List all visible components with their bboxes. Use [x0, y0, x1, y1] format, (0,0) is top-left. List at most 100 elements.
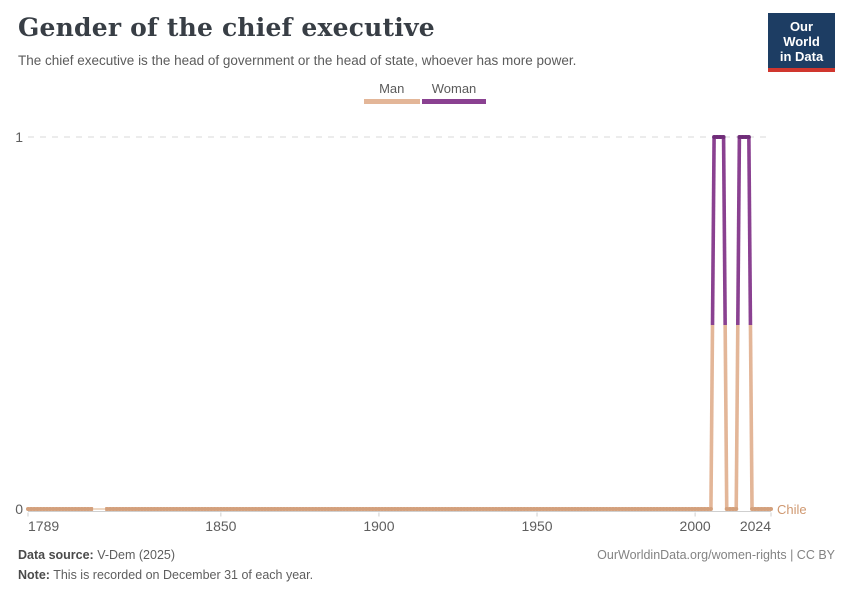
data-point-man [136, 507, 141, 511]
data-point-man [699, 507, 704, 511]
data-point-man [124, 507, 129, 511]
legend-color-bar [421, 99, 487, 104]
data-point-man [462, 507, 467, 511]
data-point-man [392, 507, 397, 511]
data-point-man [70, 507, 75, 511]
owid-logo[interactable]: Our World in Data [768, 13, 835, 72]
data-point-man [557, 507, 562, 511]
data-point-man [218, 507, 223, 511]
data-point-man [326, 507, 331, 511]
data-point-man [418, 507, 423, 511]
data-point-man [63, 507, 68, 511]
data-point-man [73, 507, 78, 511]
data-point-man [636, 507, 641, 511]
data-point-man [323, 507, 328, 511]
chart-legend: Man Woman [0, 81, 850, 104]
data-point-woman [743, 135, 748, 139]
data-point-man [563, 507, 568, 511]
data-point-man [595, 507, 600, 511]
data-point-man [478, 507, 483, 511]
data-point-man [234, 507, 239, 511]
data-point-man [604, 507, 609, 511]
data-point-man [389, 507, 394, 511]
data-point-man [370, 507, 375, 511]
data-point-man [149, 507, 154, 511]
data-point-man [329, 507, 334, 511]
data-point-man [572, 507, 577, 511]
data-point-man [655, 507, 660, 511]
data-point-man [354, 507, 359, 511]
legend-item-man[interactable]: Man [363, 81, 420, 104]
credit-link[interactable]: OurWorldinData.org/women-rights | CC BY [597, 548, 835, 562]
data-point-man [38, 507, 43, 511]
data-point-man [32, 507, 37, 511]
data-point-man [316, 507, 321, 511]
data-point-man [380, 507, 385, 511]
data-point-man [41, 507, 46, 511]
data-point-man [433, 507, 438, 511]
data-point-man [484, 507, 489, 511]
data-point-man [209, 507, 214, 511]
data-point-woman [715, 135, 720, 139]
data-point-man [579, 507, 584, 511]
data-point-man [620, 507, 625, 511]
page-subtitle: The chief executive is the head of gover… [18, 53, 577, 68]
data-point-man [446, 507, 451, 511]
data-point-man [610, 507, 615, 511]
data-point-man [683, 507, 688, 511]
data-point-man [424, 507, 429, 511]
data-point-man [120, 507, 125, 511]
data-point-man [437, 507, 442, 511]
data-point-man [582, 507, 587, 511]
data-point-man [601, 507, 606, 511]
data-point-man [731, 507, 736, 511]
legend-label: Man [379, 81, 405, 96]
data-point-man [759, 507, 764, 511]
data-point-man [278, 507, 283, 511]
data-point-man [76, 507, 81, 511]
data-point-man [702, 507, 707, 511]
data-point-man [541, 507, 546, 511]
data-point-man [674, 507, 679, 511]
data-point-man [585, 507, 590, 511]
data-point-man [670, 507, 675, 511]
data-point-man [146, 507, 151, 511]
data-point-man [165, 507, 170, 511]
data-point-man [531, 507, 536, 511]
transition-down-woman-half [747, 136, 753, 326]
x-axis-label: 1950 [521, 518, 552, 534]
data-point-man [550, 507, 555, 511]
data-point-man [468, 507, 473, 511]
owid-logo-line1: Our World [783, 19, 820, 49]
data-point-man [677, 507, 682, 511]
data-point-man [225, 507, 230, 511]
data-point-man [487, 507, 492, 511]
data-point-man [86, 507, 91, 511]
data-point-man [304, 507, 309, 511]
legend-item-woman[interactable]: Woman [421, 81, 487, 104]
data-point-man [430, 507, 435, 511]
data-point-man [348, 507, 353, 511]
data-point-man [222, 507, 227, 511]
y-axis-label: 0 [15, 501, 23, 517]
data-point-man [212, 507, 217, 511]
data-point-man [693, 507, 698, 511]
data-point-man [196, 507, 201, 511]
data-point-man [506, 507, 511, 511]
data-point-man [449, 507, 454, 511]
data-point-man [509, 507, 514, 511]
data-point-man [696, 507, 701, 511]
data-point-man [108, 507, 113, 511]
data-point-man [633, 507, 638, 511]
data-point-man [228, 507, 233, 511]
data-point-man [342, 507, 347, 511]
data-point-man [127, 507, 132, 511]
data-point-man [320, 507, 325, 511]
data-point-man [680, 507, 685, 511]
data-source-line: Data source: V-Dem (2025) [18, 548, 175, 562]
data-point-man [44, 507, 49, 511]
x-axis-label: 1850 [205, 518, 236, 534]
data-point-man [152, 507, 157, 511]
data-point-man [642, 507, 647, 511]
